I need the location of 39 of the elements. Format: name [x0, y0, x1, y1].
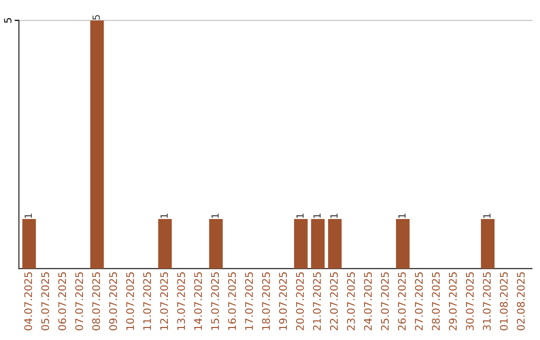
x-tick-label: 25.07.2025 [380, 272, 389, 330]
x-tick-label: 13.07.2025 [177, 272, 185, 330]
x-tick-label: 17.07.2025 [245, 272, 253, 330]
x-tick-label: 06.07.2025 [58, 272, 66, 330]
x-tick-label: 02.08.2025 [516, 272, 525, 330]
x-tick-label: 20.07.2025 [296, 272, 304, 330]
data-label: 1 [330, 214, 338, 218]
x-tick-label: 27.07.2025 [414, 272, 423, 330]
x-tick-label: 24.07.2025 [364, 272, 372, 330]
x-tick-label: 30.07.2025 [466, 272, 474, 330]
x-tick-label: 31.07.2025 [482, 272, 491, 330]
x-tick-label: 23.07.2025 [346, 272, 355, 330]
data-label: 1 [212, 214, 219, 218]
data-label: 1 [24, 214, 32, 218]
x-tick-label: 19.07.2025 [279, 272, 287, 330]
data-label: 1 [296, 214, 304, 218]
x-tick-label: 26.07.2025 [398, 272, 406, 330]
x-tick-label: 29.07.2025 [448, 272, 457, 330]
data-label: 1 [398, 214, 406, 218]
x-tick-label: 21.07.2025 [313, 272, 321, 330]
x-tick-label: 09.07.2025 [109, 272, 118, 330]
data-label: 5 [92, 15, 100, 20]
x-tick-label: 15.07.2025 [211, 272, 219, 330]
x-tick-label: 22.07.2025 [330, 272, 338, 330]
data-label: 1 [160, 214, 168, 218]
x-tick-label: 04.07.2025 [24, 272, 32, 330]
data-label: 1 [313, 214, 321, 218]
x-tick-label: 18.07.2025 [262, 272, 270, 330]
x-tick-label: 16.07.2025 [228, 272, 236, 330]
x-tick-label: 12.07.2025 [160, 272, 168, 330]
x-tick-label: 08.07.2025 [92, 272, 100, 330]
data-label: 1 [483, 214, 490, 218]
x-tick-label: 11.07.2025 [143, 272, 152, 330]
x-tick-label: 05.07.2025 [41, 272, 50, 330]
x-tick-label: 07.07.2025 [75, 272, 84, 330]
x-tick-label: 28.07.2025 [432, 272, 440, 330]
x-tick-label: 14.07.2025 [194, 272, 202, 330]
x-tick-label: 10.07.2025 [126, 272, 134, 330]
x-tick-label: 01.08.2025 [500, 272, 508, 330]
